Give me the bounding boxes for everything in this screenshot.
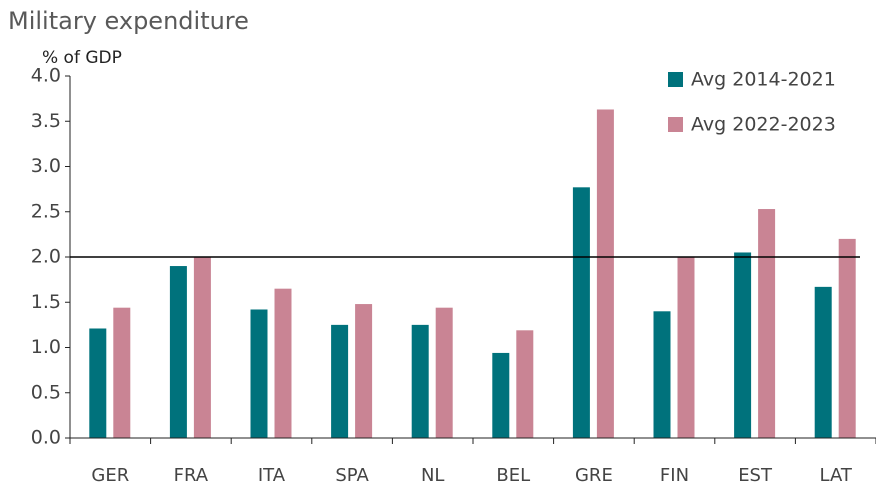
bar	[169, 266, 187, 438]
y-tick-label: 0.5	[31, 381, 61, 403]
legend-label: Avg 2022-2023	[691, 114, 836, 136]
bar	[653, 311, 671, 438]
y-tick-label: 2.5	[31, 200, 61, 222]
y-tick-label: 4.0	[31, 65, 61, 87]
x-tick-label: GER	[91, 465, 129, 486]
y-tick-label: 2.0	[31, 246, 61, 268]
x-tick-label: NL	[421, 465, 445, 486]
bar	[435, 307, 453, 438]
bar	[411, 324, 429, 438]
x-tick-label: SPA	[335, 465, 369, 486]
x-tick-label: FRA	[174, 465, 209, 486]
x-tick-label: GRE	[575, 465, 613, 486]
bar	[572, 187, 590, 438]
bar	[250, 309, 268, 438]
bar	[492, 352, 510, 438]
bar	[355, 304, 373, 438]
bar	[677, 257, 695, 438]
x-tick-label: FIN	[660, 465, 689, 486]
y-axis-label: % of GDP	[42, 48, 122, 68]
chart-title: Military expenditure	[8, 7, 249, 35]
bar	[516, 330, 534, 438]
y-tick-label: 1.0	[31, 336, 61, 358]
bar	[838, 238, 856, 438]
y-tick-label: 3.0	[31, 155, 61, 177]
legend-swatch	[668, 117, 683, 132]
bar	[814, 286, 832, 438]
y-tick-label: 0.0	[31, 427, 61, 449]
bar	[274, 288, 292, 438]
bar	[193, 257, 211, 438]
y-tick-label: 1.5	[31, 291, 61, 313]
y-tick-label: 3.5	[31, 110, 61, 132]
legend-swatch	[668, 72, 683, 87]
x-tick-label: EST	[738, 465, 773, 486]
bar	[113, 307, 131, 438]
bar	[89, 328, 107, 438]
x-tick-label: ITA	[258, 465, 286, 486]
bar	[734, 252, 752, 438]
legend-label: Avg 2014-2021	[691, 69, 836, 91]
bar	[331, 324, 349, 438]
x-tick-label: BEL	[496, 465, 530, 486]
bar	[596, 109, 614, 439]
x-tick-label: LAT	[820, 465, 853, 486]
bar	[758, 209, 776, 438]
